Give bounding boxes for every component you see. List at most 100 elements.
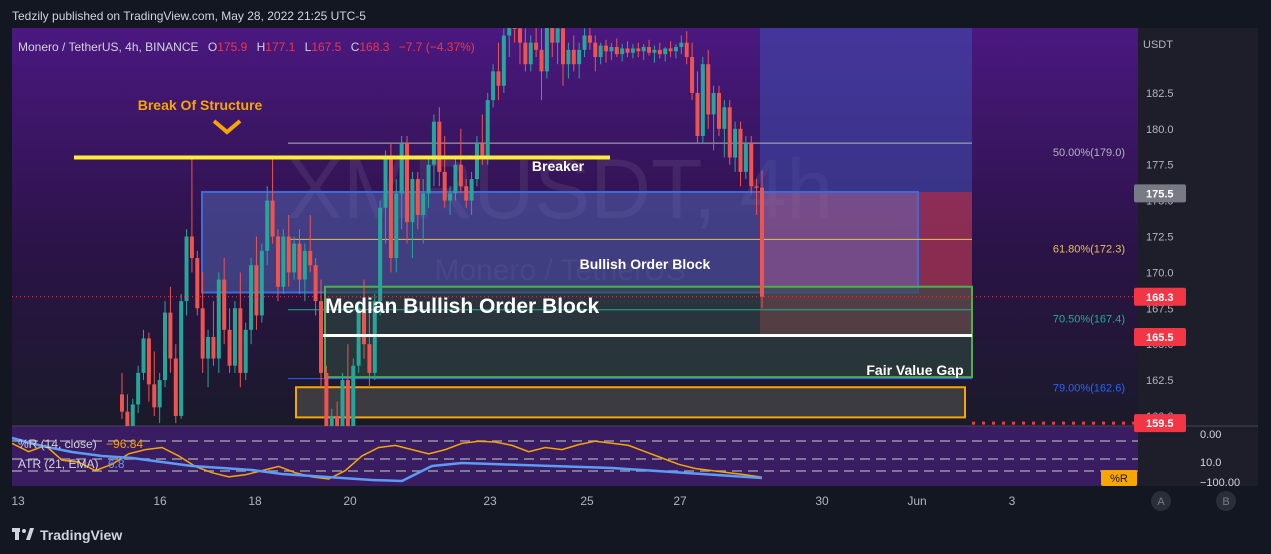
breaker-label: Breaker [532, 158, 585, 174]
candle-body [501, 35, 506, 86]
candle-body [405, 143, 410, 223]
price-badge-label: 175.5 [1146, 188, 1174, 200]
candle-body [195, 258, 200, 309]
candle-body [275, 236, 280, 287]
candle-body [517, 28, 522, 43]
candle-body [238, 308, 243, 373]
candle-body [308, 250, 313, 266]
candle-body [394, 193, 399, 259]
candle-body [448, 193, 453, 201]
candle-body [577, 49, 582, 65]
price-badge[interactable] [1134, 287, 1186, 306]
candle-body [550, 28, 555, 43]
time-tick-label: 30 [815, 494, 829, 508]
candle-body [636, 48, 641, 52]
candle-body [539, 49, 544, 72]
candle-body [318, 301, 323, 373]
williams-r-legend[interactable]: %R (14, close) −96.84 [18, 437, 143, 451]
scale-controls[interactable]: A B [1151, 491, 1236, 511]
time-tick-label: 18 [248, 494, 262, 508]
fib-level-label: 70.50%(167.4) [1053, 314, 1125, 326]
time-tick-label: 20 [343, 494, 357, 508]
candle-body [760, 187, 764, 297]
position-target-zone[interactable] [760, 28, 972, 192]
candle-body [141, 338, 146, 373]
candle-body [297, 243, 302, 280]
indicator-scale-label: 10.0 [1200, 457, 1221, 469]
williams-r-line[interactable] [11, 440, 763, 480]
price-tick-label: 172.5 [1146, 231, 1174, 243]
footer-brand[interactable]: TradingView [12, 527, 122, 543]
time-tick-label: 27 [673, 494, 687, 508]
candle-body [410, 179, 415, 223]
auto-scale-label: A [1157, 496, 1165, 508]
indicator-scale-background [1138, 426, 1258, 486]
candle-body [716, 92, 721, 129]
price-tick-label: 180.0 [1146, 124, 1174, 136]
candle-body [136, 372, 141, 405]
candle-body [743, 143, 748, 172]
candle-body [211, 336, 216, 359]
candle-body [474, 143, 479, 180]
candle-body [679, 42, 684, 47]
atr-line[interactable] [11, 436, 763, 483]
price-badge[interactable] [1134, 327, 1186, 346]
candle-body [711, 92, 716, 115]
tradingview-logo-icon [12, 528, 34, 540]
time-axis-background[interactable] [12, 486, 1258, 516]
fair-value-gap-zone[interactable] [295, 386, 966, 419]
candle-body [749, 143, 754, 187]
candle-body [383, 157, 388, 208]
price-scale-background [1138, 28, 1258, 426]
candle-body [507, 28, 512, 36]
candle-body [362, 308, 367, 345]
candle-body [232, 308, 237, 366]
symbol-legend[interactable]: Monero / TetherUS, 4h, BINANCE O175.9 H1… [18, 40, 475, 54]
candle-body [582, 35, 587, 50]
candle-body [157, 380, 162, 408]
time-tick-label: 16 [153, 494, 167, 508]
candle-body [727, 107, 732, 158]
bullish-order-block-label: Bullish Order Block [580, 256, 711, 272]
candle-body [168, 312, 173, 359]
candle-body [329, 415, 334, 426]
price-tick-label: 182.5 [1146, 88, 1174, 100]
candle-body [152, 384, 157, 408]
candle-body [523, 42, 528, 65]
wr-badge[interactable] [1101, 470, 1137, 486]
breaker-zone[interactable] [201, 190, 919, 294]
candle-body [673, 46, 678, 52]
candle-body [173, 358, 178, 416]
price-badge[interactable] [1134, 184, 1186, 203]
publish-info: Tedzily published on TradingView.com, Ma… [12, 9, 366, 23]
candle-body [641, 46, 646, 52]
price-badge[interactable] [1134, 414, 1186, 433]
bullish-order-block-zone[interactable] [324, 285, 973, 379]
time-tick-label: 23 [483, 494, 497, 508]
time-tick-label: 3 [1009, 494, 1016, 508]
candle-body [593, 42, 598, 58]
candle-body [313, 265, 318, 302]
candle-body [657, 49, 662, 55]
candle-body [442, 171, 447, 201]
candle-body [609, 46, 614, 52]
auto-scale-button[interactable] [1151, 491, 1171, 511]
candle-body [200, 308, 205, 359]
atr-legend[interactable]: ATR (21, EMA) 6.8 [18, 457, 125, 471]
candle-body [690, 57, 695, 93]
fair-value-gap-label: Fair Value Gap [866, 362, 963, 378]
candle-body [367, 344, 372, 373]
candle-body [528, 42, 533, 65]
log-scale-button[interactable] [1216, 491, 1236, 511]
candle-body [421, 193, 426, 215]
candle-body [604, 45, 609, 52]
break-of-structure-label: Break Of Structure [138, 97, 263, 113]
price-tick-label: 167.5 [1146, 303, 1174, 315]
candle-body [464, 186, 469, 201]
median-order-block-label: Median Bullish Order Block [325, 295, 600, 318]
candle-body [125, 411, 130, 426]
candle-body [324, 372, 329, 426]
price-tick-label: 170.0 [1146, 267, 1174, 279]
candle-body [458, 164, 463, 187]
